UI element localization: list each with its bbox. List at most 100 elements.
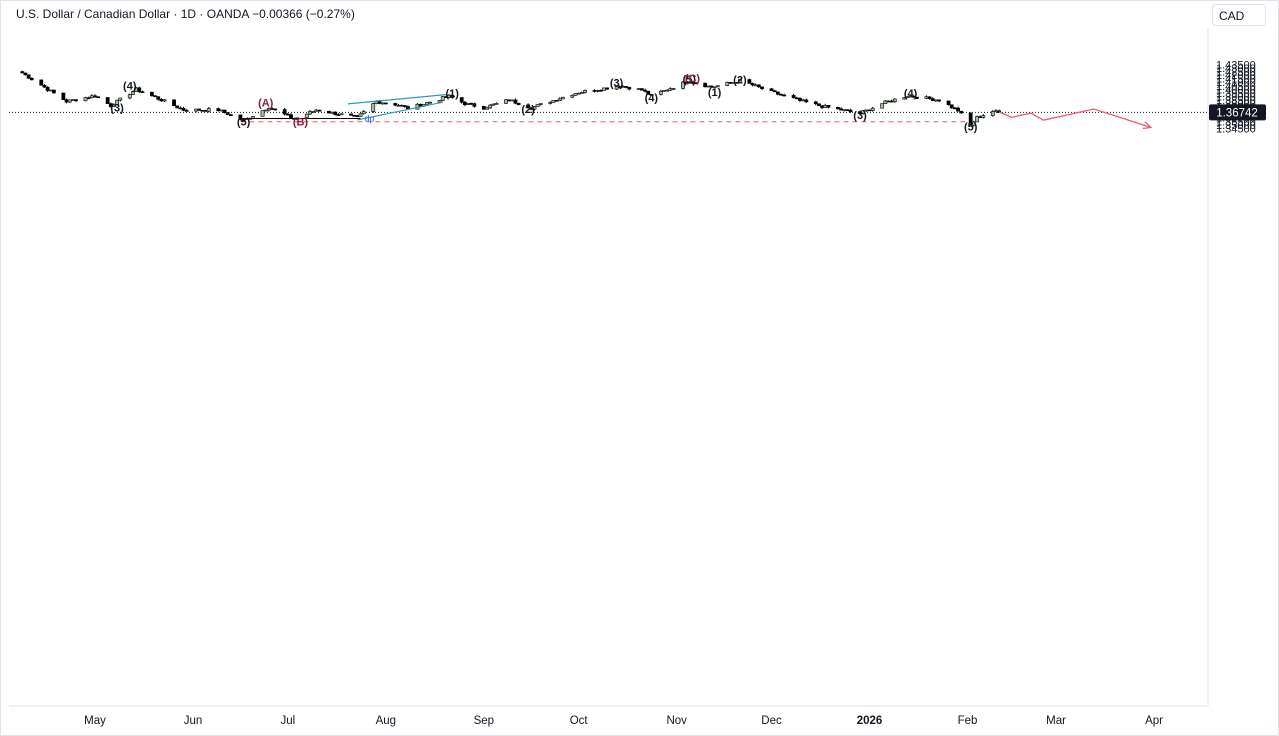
wave-label: (5) [964,122,978,134]
candle-down [836,106,840,110]
candle-down [845,109,850,111]
candle-up [595,90,600,92]
candle-up [981,115,986,118]
candle-down [23,72,28,76]
candle-down [156,96,161,100]
candle-down [150,91,154,97]
candle-up [311,111,316,113]
candle-up [725,82,730,86]
candle-down [469,102,474,105]
candle-up [990,111,995,116]
candle-down [956,107,960,112]
candle-up [532,106,537,110]
time-tick-label: Sep [474,715,494,727]
candle-up [308,111,312,115]
candle-up [924,96,929,99]
candle-down [462,101,467,105]
candle-up [127,94,132,99]
candle-down [813,101,818,105]
currency-selector[interactable]: CAD [1212,4,1266,26]
candle-down [349,113,353,116]
time-tick-label: May [84,715,106,727]
candle-up [662,89,666,92]
price-tick-label: 1.41000 [1216,77,1256,89]
candle-up [715,85,720,88]
candle-down [175,105,180,109]
candle-down [327,110,331,114]
candle-up [570,95,575,98]
channel-upper-trendline [347,94,446,105]
candle-up [260,110,265,117]
candle-up [339,113,344,116]
candle-down [96,96,101,99]
candle-up [83,97,88,102]
candle-down [886,100,891,103]
candle-down [911,95,916,98]
candle-down [74,99,78,102]
candle-down [352,115,357,117]
candle-down [184,110,189,112]
candle-up [425,102,429,105]
candle-up [573,93,578,96]
candle-up [67,99,72,103]
candle-down [968,112,973,126]
candle-down [649,94,654,96]
wave-label: (3) [610,78,624,90]
wave-label: (2) [521,104,535,116]
candle-down [203,110,208,112]
candle-down [772,90,777,93]
candle-down [61,92,66,100]
candle-down [646,90,651,95]
wave-label: (3) [853,110,867,122]
price-tick-label: 1.41500 [1216,74,1256,86]
candle-up [880,103,885,109]
wave-label: (2) [733,75,747,87]
candle-up [753,84,758,87]
price-tick-label: 1.43000 [1216,63,1256,75]
time-axis: May Jun Jul Aug Sep Oct Nov Dec 2026 Feb Mar Apr [84,715,1163,727]
price-tick-label: 1.39500 [1216,88,1256,100]
candle-up [263,109,268,112]
candle-down [997,110,1002,114]
candle-up [510,99,515,102]
candle-down [782,94,787,97]
candle-down [946,100,951,106]
candle-down [747,79,752,84]
candle-down [798,98,802,101]
candle-up [131,91,135,95]
candle-down [728,82,733,84]
candle-up [681,81,685,89]
candle-down [930,98,935,101]
candle-down [952,107,957,110]
candle-down [949,104,954,109]
flat-support-label: dp [365,114,375,124]
candle-down [39,79,44,86]
wave-label: (1) [445,88,459,100]
candle-down [592,90,597,92]
candle-up [583,90,587,93]
price-tick-label: 1.43500 [1216,59,1256,71]
candle-down [200,110,205,112]
candle-down [791,94,796,99]
candle-up [870,107,875,111]
candle-down [222,109,227,113]
candle-up [504,99,508,104]
candle-up [206,108,211,112]
candle-down [643,89,647,92]
candle-up [636,88,641,90]
time-tick-label: Dec [761,715,782,727]
price-tick-label: 1.42000 [1216,70,1256,82]
channel-lower-trendline [357,101,443,121]
wave-label: (B) [293,116,309,128]
time-tick-label: Oct [570,715,589,727]
candle-down [355,115,360,117]
last-price-badge [1209,104,1266,121]
candle-down [804,99,809,103]
candle-down [216,108,221,112]
wave-label: (4) [645,92,659,104]
wave-label: (5) [683,74,697,86]
candle-up [738,79,742,84]
forecast-arrowhead [1142,121,1153,130]
time-tick-label: 2026 [857,715,883,727]
